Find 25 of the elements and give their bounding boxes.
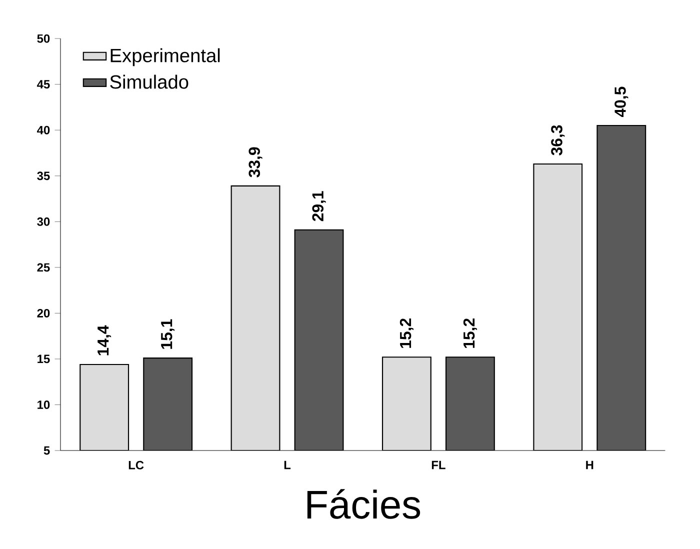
data-label: 15,2	[463, 318, 477, 348]
y-tick-label: 5	[44, 446, 50, 455]
y-tick-label: 30	[37, 218, 50, 226]
y-tick-label: 50	[37, 34, 50, 43]
data-label: 29,1	[312, 191, 326, 222]
y-tick-label: 45	[37, 80, 50, 89]
y-tick-label: 20	[37, 309, 50, 318]
x-tick-label: FL	[432, 460, 446, 470]
y-tick-label: 40	[37, 126, 50, 134]
x-tick-label: H	[586, 460, 594, 470]
data-label: 14,4	[98, 325, 112, 356]
x-tick-label: L	[284, 460, 291, 470]
y-tick-label: 35	[37, 172, 50, 180]
legend-label: Simulado	[110, 74, 188, 89]
x-tick-label: LC	[128, 460, 144, 470]
x-axis-title: Fácies	[307, 489, 420, 519]
y-tick-label: 25	[37, 263, 50, 272]
data-label: 36,3	[551, 125, 565, 156]
data-label: 15,2	[400, 318, 414, 348]
data-label: 33,9	[248, 147, 262, 178]
legend-label: Experimental	[110, 48, 220, 66]
y-tick-label: 10	[38, 400, 50, 410]
y-tick-label: 15	[38, 354, 50, 364]
data-label: 40,5	[614, 86, 628, 118]
data-label: 15,1	[161, 319, 175, 349]
